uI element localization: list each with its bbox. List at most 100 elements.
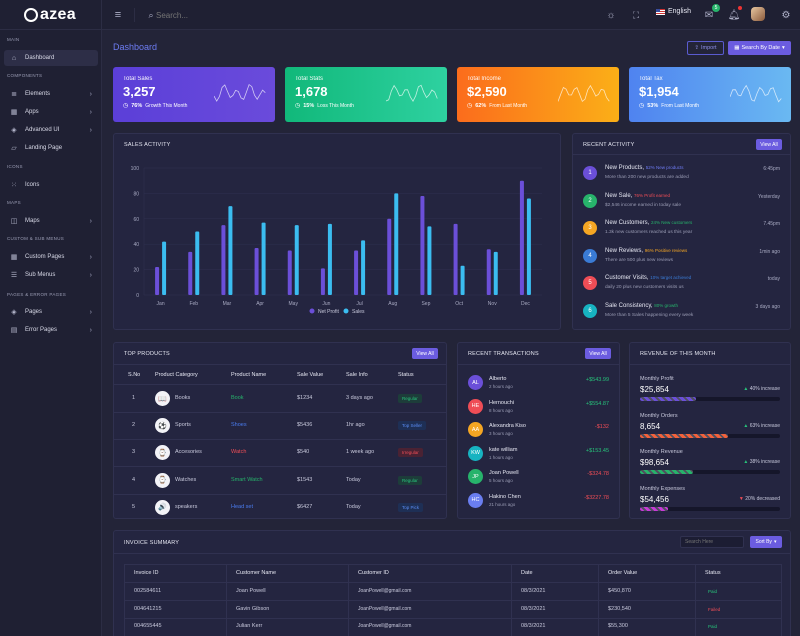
user-avatar[interactable] <box>751 7 765 21</box>
sort-by-button[interactable]: Sort By ▾ <box>750 536 782 548</box>
bar-net-profit <box>155 267 160 295</box>
activity-desc: 1.3k new customers reached us this year <box>605 230 693 235</box>
customer-name: Joan Powell <box>236 588 266 594</box>
sidebar: MAIN ⌂ Dashboard COMPONENTS ≣ Elements › ▦ A… <box>0 30 102 636</box>
product-category: speakers <box>175 503 198 510</box>
bar-sales <box>526 198 531 295</box>
activity-time: Yesterday <box>757 193 780 200</box>
settings-gear-icon[interactable]: ⚙ <box>781 9 791 21</box>
x-tick-label: Mar <box>223 301 232 307</box>
trend-arrow-icon: ▲ <box>743 459 749 465</box>
sidebar-item-label: Maps <box>25 218 40 224</box>
transaction-time: 1 hours ago <box>489 454 513 460</box>
activity-item: 5 Customer Visits, 10% target achieved dai… <box>583 274 780 300</box>
product-category: Accesories <box>175 449 202 456</box>
activity-desc: More than 200 new products are added <box>605 175 689 180</box>
progress-fill <box>640 397 696 401</box>
products-view-all-button[interactable]: View All <box>412 348 438 359</box>
cart-icon[interactable]: ✉ 5 <box>702 4 720 22</box>
sidebar-item-maps[interactable]: ◫ Maps › <box>4 213 98 229</box>
menu-toggle-icon[interactable]: ≡ <box>114 9 122 21</box>
y-tick-label: 40 <box>133 242 139 248</box>
transaction-avatar: HE <box>468 398 483 414</box>
order-value: $450,870 <box>608 588 631 594</box>
customer-id: JoanPowell@gmail.com <box>358 623 412 629</box>
sidebar-item-landing-page[interactable]: ▱ Landing Page <box>4 140 98 156</box>
kpi-value: $1,954 <box>639 84 679 99</box>
x-tick-label: Jan <box>157 301 165 307</box>
product-image: ⚽ <box>155 418 170 434</box>
invoice-id: 002584611 <box>134 588 162 594</box>
sale-value: $540 <box>297 449 310 456</box>
kpi-card: Total Sales 3,257 ◷ 76% Growth This Month <box>113 67 275 122</box>
activity-number-badge: 5 <box>583 276 597 290</box>
kpi-note: Loss This Month <box>317 102 354 109</box>
product-category: Sports <box>175 422 191 429</box>
search-input[interactable] <box>156 6 276 24</box>
revenue-value: 8,654 <box>640 421 661 431</box>
sale-info: Today <box>346 476 361 483</box>
sidebar-item-custom-pages[interactable]: ▦ Custom Pages › <box>4 249 98 265</box>
product-name[interactable]: Head set <box>231 503 254 510</box>
product-name[interactable]: Shoes <box>231 422 247 429</box>
map-icon: ◫ <box>10 218 18 225</box>
sidebar-item-sub-menus[interactable]: ☰ Sub Menus › <box>4 267 98 283</box>
kpi-subtext: ◷ 53% From Last Month <box>639 102 781 110</box>
sales-activity-title: SALES ACTIVITY <box>124 142 171 148</box>
transaction-name: Joan Powell <box>489 470 519 476</box>
transaction-avatar: AL <box>468 375 483 390</box>
activity-number-badge: 3 <box>583 221 597 235</box>
fullscreen-icon[interactable]: ⛶ <box>632 9 640 20</box>
activity-tag: 80% growth <box>654 302 679 308</box>
language-selector[interactable]: English <box>656 8 691 15</box>
activity-view-all-button[interactable]: View All <box>756 139 782 150</box>
activity-desc: daily 20 plus new customers visits us <box>605 285 684 290</box>
row-divider <box>114 439 446 441</box>
product-name[interactable]: Watch <box>231 449 247 456</box>
activity-tag: 24% New customers <box>651 220 693 225</box>
revenue-value: $98,654 <box>640 458 669 467</box>
sidebar-item-dashboard[interactable]: ⌂ Dashboard <box>4 50 98 66</box>
bar-sales <box>361 240 366 295</box>
revenue-title: REVENUE OF THIS MONTH <box>640 351 716 357</box>
app-logo[interactable]: azea <box>0 0 102 30</box>
bell-icon[interactable]: 🔔︎ <box>727 6 742 22</box>
sidebar-item-advanced-ui[interactable]: ◈ Advanced UI › <box>4 122 98 138</box>
chevron-right-icon: › <box>89 253 92 261</box>
search-by-date-button[interactable]: ▦ Search By Date ▾ <box>728 41 791 55</box>
kpi-label: Total Stats <box>295 76 324 82</box>
y-tick-label: 100 <box>131 166 140 172</box>
activity-time: 6:45pm <box>763 166 780 172</box>
invoice-search-input[interactable] <box>680 536 744 548</box>
transaction-name: Alberto <box>489 376 507 382</box>
sidebar-item-error-pages[interactable]: ▤ Error Pages › <box>4 322 98 338</box>
invoice-summary-card: INVOICE SUMMARY Sort By▾ Invoice ID Custo… <box>113 530 791 636</box>
product-name[interactable]: Smart Watch <box>231 476 263 483</box>
dots-icon: ⁙ <box>11 182 17 189</box>
transactions-view-all-button[interactable]: View All <box>585 348 611 359</box>
invoice-id: 004641215 <box>134 605 162 612</box>
transaction-time: 5 hours ago <box>489 478 513 483</box>
table-header: Sale Value <box>297 372 324 378</box>
divider <box>114 553 790 554</box>
kpi-note: From Last Month <box>661 102 700 109</box>
sparkline <box>386 84 438 103</box>
import-button[interactable]: ⇪ Import <box>687 41 724 55</box>
customer-id: JoanPowell@gmail.com <box>358 605 412 612</box>
sidebar-item-icons[interactable]: ⁙ Icons <box>4 177 98 193</box>
sidebar-item-pages[interactable]: ◈ Pages › <box>4 304 98 320</box>
activity-title: New Products, 52% New products <box>605 165 683 171</box>
language-label: English <box>668 8 691 15</box>
activity-tag: 10% target achieved <box>650 275 692 280</box>
sidebar-item-elements[interactable]: ≣ Elements › <box>4 86 98 102</box>
row-number: 4 <box>132 476 136 483</box>
sparkline <box>558 84 610 103</box>
x-tick-label: Feb <box>189 301 198 307</box>
x-tick-label: Dec <box>521 301 530 307</box>
activity-number-badge: 6 <box>583 303 597 318</box>
y-tick-label: 60 <box>133 217 139 223</box>
sidebar-item-apps[interactable]: ▦ Apps › <box>4 104 98 120</box>
product-name[interactable]: Book <box>231 395 244 401</box>
row-number: 3 <box>132 449 136 456</box>
theme-toggle-icon[interactable]: ☼ <box>606 9 616 21</box>
